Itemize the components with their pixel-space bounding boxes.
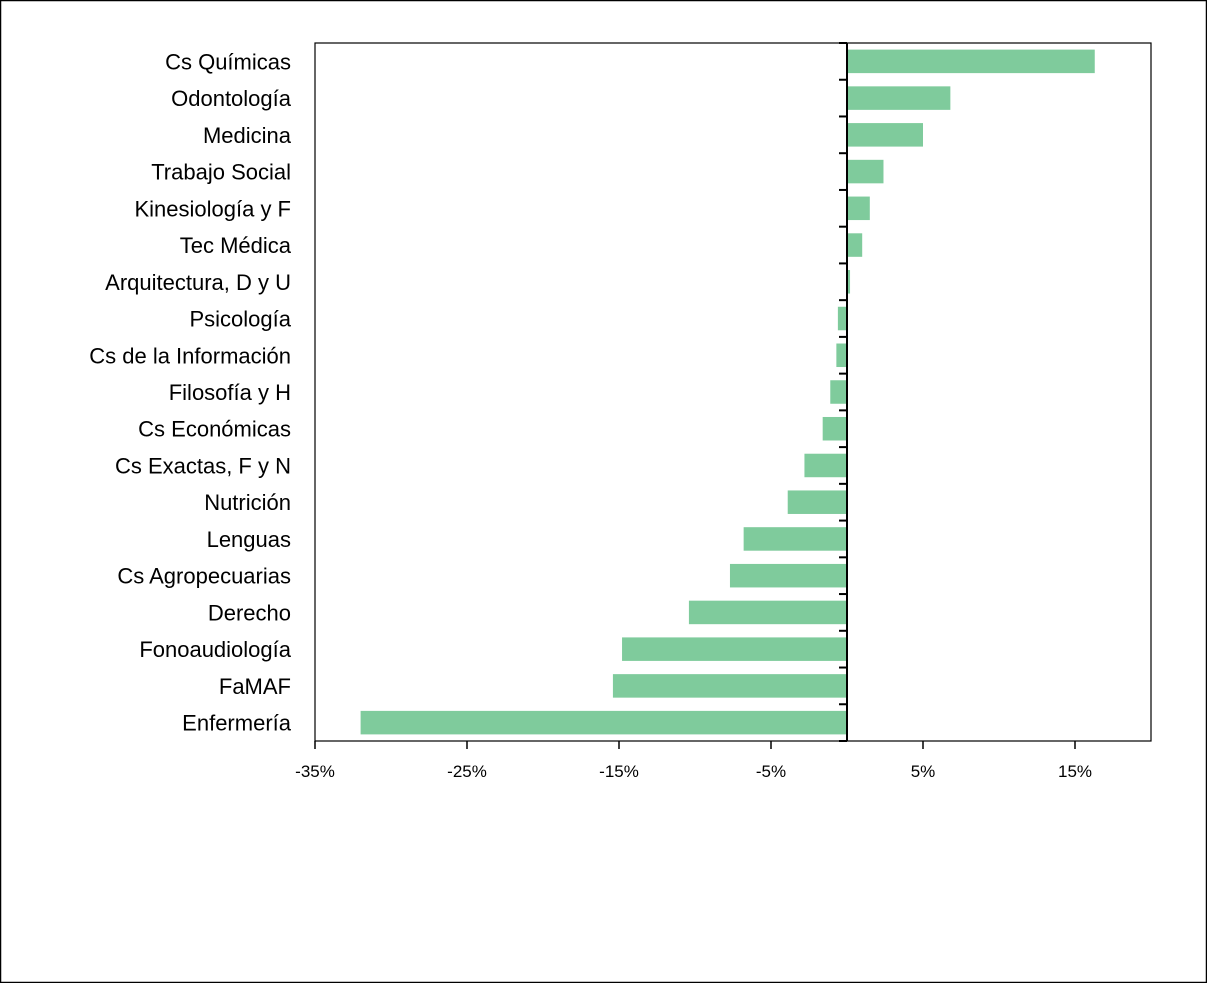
category-label: Cs de la Información (89, 343, 291, 368)
bar (612, 674, 847, 698)
x-tick-label: -25% (447, 762, 487, 781)
category-label: FaMAF (219, 674, 291, 699)
bar (688, 600, 847, 625)
bar (847, 159, 884, 184)
category-label: Odontología (171, 86, 292, 111)
bar (847, 270, 851, 294)
x-axis-layer: -35% -25% -15% -5% 5% 15% (295, 741, 1092, 781)
bar (622, 637, 847, 661)
category-label: Cs Químicas (165, 49, 291, 74)
category-label: Lenguas (207, 527, 291, 552)
category-label: Trabajo Social (151, 160, 291, 185)
bar (847, 233, 863, 257)
category-label: Fonoaudiología (139, 637, 291, 662)
bar (847, 123, 923, 147)
category-labels-layer: Cs Químicas Odontología Medicina Trabajo So… (89, 49, 292, 735)
bar (787, 490, 847, 514)
category-label: Cs Económicas (138, 417, 291, 442)
category-label: Tec Médica (180, 233, 292, 258)
x-tick-label: 15% (1058, 762, 1092, 781)
category-label: Psicología (189, 307, 291, 332)
category-label: Enfermería (182, 711, 292, 736)
x-tick-label: 5% (911, 762, 936, 781)
x-tick-label: -5% (756, 762, 786, 781)
bar (743, 527, 847, 551)
bar (729, 563, 847, 588)
bar (836, 343, 847, 368)
bar (804, 453, 847, 478)
x-tick-label: -15% (599, 762, 639, 781)
category-label: Arquitectura, D y U (105, 270, 291, 295)
bar (822, 416, 847, 441)
category-label: Filosofía y H (169, 380, 291, 405)
bar (830, 380, 847, 404)
category-label: Medicina (203, 123, 292, 148)
bar (837, 306, 847, 331)
category-label: Nutrición (204, 490, 291, 515)
category-label: Cs Exactas, F y N (115, 453, 291, 478)
bar (847, 86, 951, 110)
plot-area (314, 42, 1152, 742)
category-label: Derecho (208, 600, 291, 625)
x-tick-label: -35% (295, 762, 335, 781)
bar (847, 196, 870, 221)
category-label: Kinesiología y F (134, 196, 291, 221)
bars-layer (360, 49, 1095, 735)
bar (360, 710, 847, 735)
category-label: Cs Agropecuarias (117, 564, 291, 589)
bar (847, 49, 1095, 74)
y-ticks-layer (839, 42, 847, 742)
